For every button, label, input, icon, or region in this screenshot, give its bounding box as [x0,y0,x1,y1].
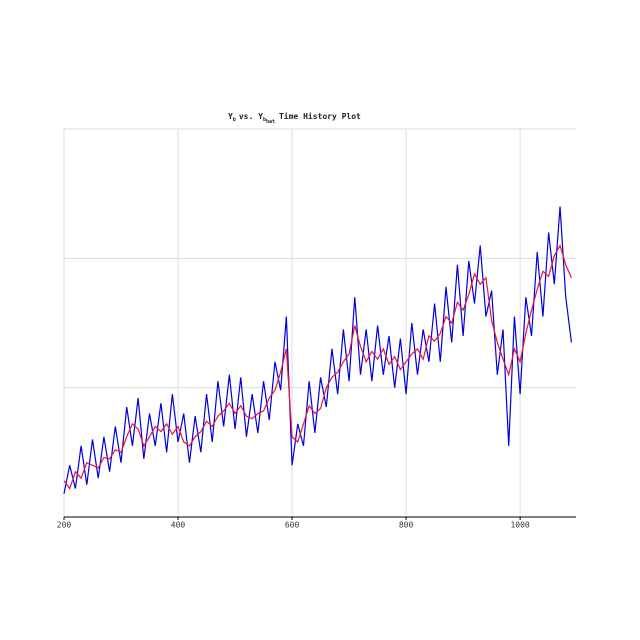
x-tick-label: 400 [171,521,186,530]
x-tick-label: 200 [57,521,72,530]
plot-area [63,206,573,494]
x-tick-label: 600 [285,521,300,530]
series-line [63,206,573,494]
x-tick-label: 1000 [510,521,529,530]
series-line [63,243,572,490]
chart-title: Yb vs. YbhatTime History Plot [228,111,361,125]
x-tick-label: 800 [399,521,414,530]
